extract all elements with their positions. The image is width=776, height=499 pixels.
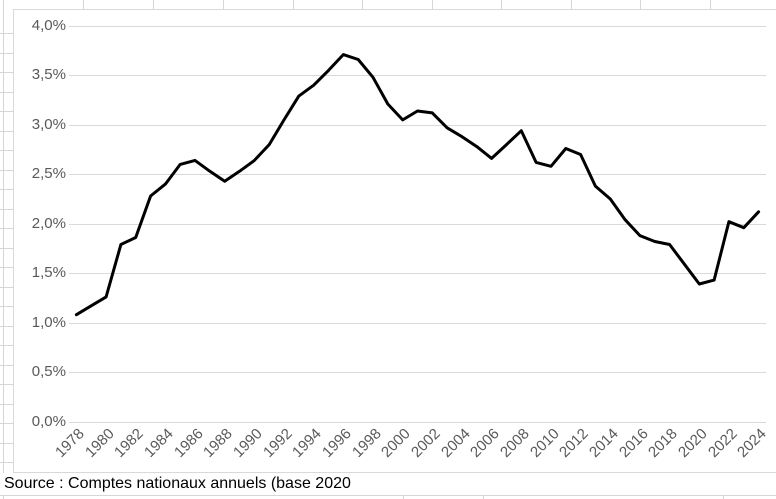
y-tick-label: 3,0% [31, 115, 66, 133]
spreadsheet-gridline [362, 0, 363, 9]
y-gridline [69, 223, 766, 225]
spreadsheet-gridline [0, 403, 13, 405]
spreadsheet-gridline [0, 423, 13, 424]
spreadsheet-gridline [0, 169, 13, 171]
spreadsheet-gridline [501, 0, 502, 9]
spreadsheet-gridline [571, 0, 572, 9]
spreadsheet-gridline [153, 0, 154, 9]
spreadsheet-gridline [0, 495, 776, 496]
y-gridline [69, 25, 766, 27]
y-tick-label: 0,5% [31, 363, 66, 381]
spreadsheet-gridline [0, 345, 13, 346]
spreadsheet-gridline [640, 0, 641, 9]
spreadsheet-gridline [293, 0, 294, 9]
spreadsheet-gridline [0, 462, 13, 463]
spreadsheet-gridline [0, 189, 13, 190]
spreadsheet-gridline [0, 267, 13, 268]
y-gridline [69, 421, 766, 423]
y-tick-label: 4,0% [31, 16, 66, 34]
y-gridline [69, 273, 766, 275]
spreadsheet-gridline [0, 247, 13, 249]
y-gridline [69, 372, 766, 374]
spreadsheet-gridline [0, 325, 13, 327]
data-line [74, 53, 761, 317]
source-cell[interactable]: Source : Comptes nationaux annuels (base… [0, 473, 776, 495]
y-tick-label: 1,5% [31, 264, 66, 282]
spreadsheet-gridline [0, 442, 13, 444]
y-gridline [69, 174, 766, 176]
spreadsheet-gridline [223, 0, 224, 9]
spreadsheet-gridline [0, 384, 13, 385]
y-tick-label: 0,0% [31, 412, 66, 430]
y-tick-label: 1,0% [31, 313, 66, 331]
spreadsheet-gridline [432, 0, 433, 9]
y-gridline [69, 75, 766, 77]
spreadsheet-gridline [0, 91, 13, 93]
spreadsheet-gridline [83, 0, 84, 9]
y-tick-label: 2,0% [31, 214, 66, 232]
spreadsheet-gridline [0, 364, 13, 366]
spreadsheet-gridline [3, 0, 4, 9]
spreadsheet-gridline [0, 33, 13, 34]
spreadsheet-gridline [0, 111, 13, 112]
spreadsheet-gridline [0, 130, 13, 132]
y-tick-label: 3,5% [31, 66, 66, 84]
y-tick-label: 2,5% [31, 165, 66, 183]
spreadsheet-gridline [0, 228, 13, 229]
spreadsheet-gridline [710, 0, 711, 9]
source-note: Source : Comptes nationaux annuels (base… [4, 475, 351, 492]
spreadsheet-gridline [0, 306, 13, 307]
y-gridline [69, 124, 766, 126]
spreadsheet-gridline [3, 9, 4, 499]
spreadsheet-gridline [0, 150, 13, 151]
spreadsheet-gridline [0, 286, 13, 288]
y-gridline [69, 322, 766, 324]
chart[interactable]: 0,0% 0,5% 1,0% 1,5% 2,0% 2,5% 3,0% 3,5% 4,0% 197… [13, 9, 776, 473]
spreadsheet-gridline [0, 208, 13, 210]
spreadsheet-gridline [0, 52, 13, 54]
spreadsheet-gridline [0, 72, 13, 73]
